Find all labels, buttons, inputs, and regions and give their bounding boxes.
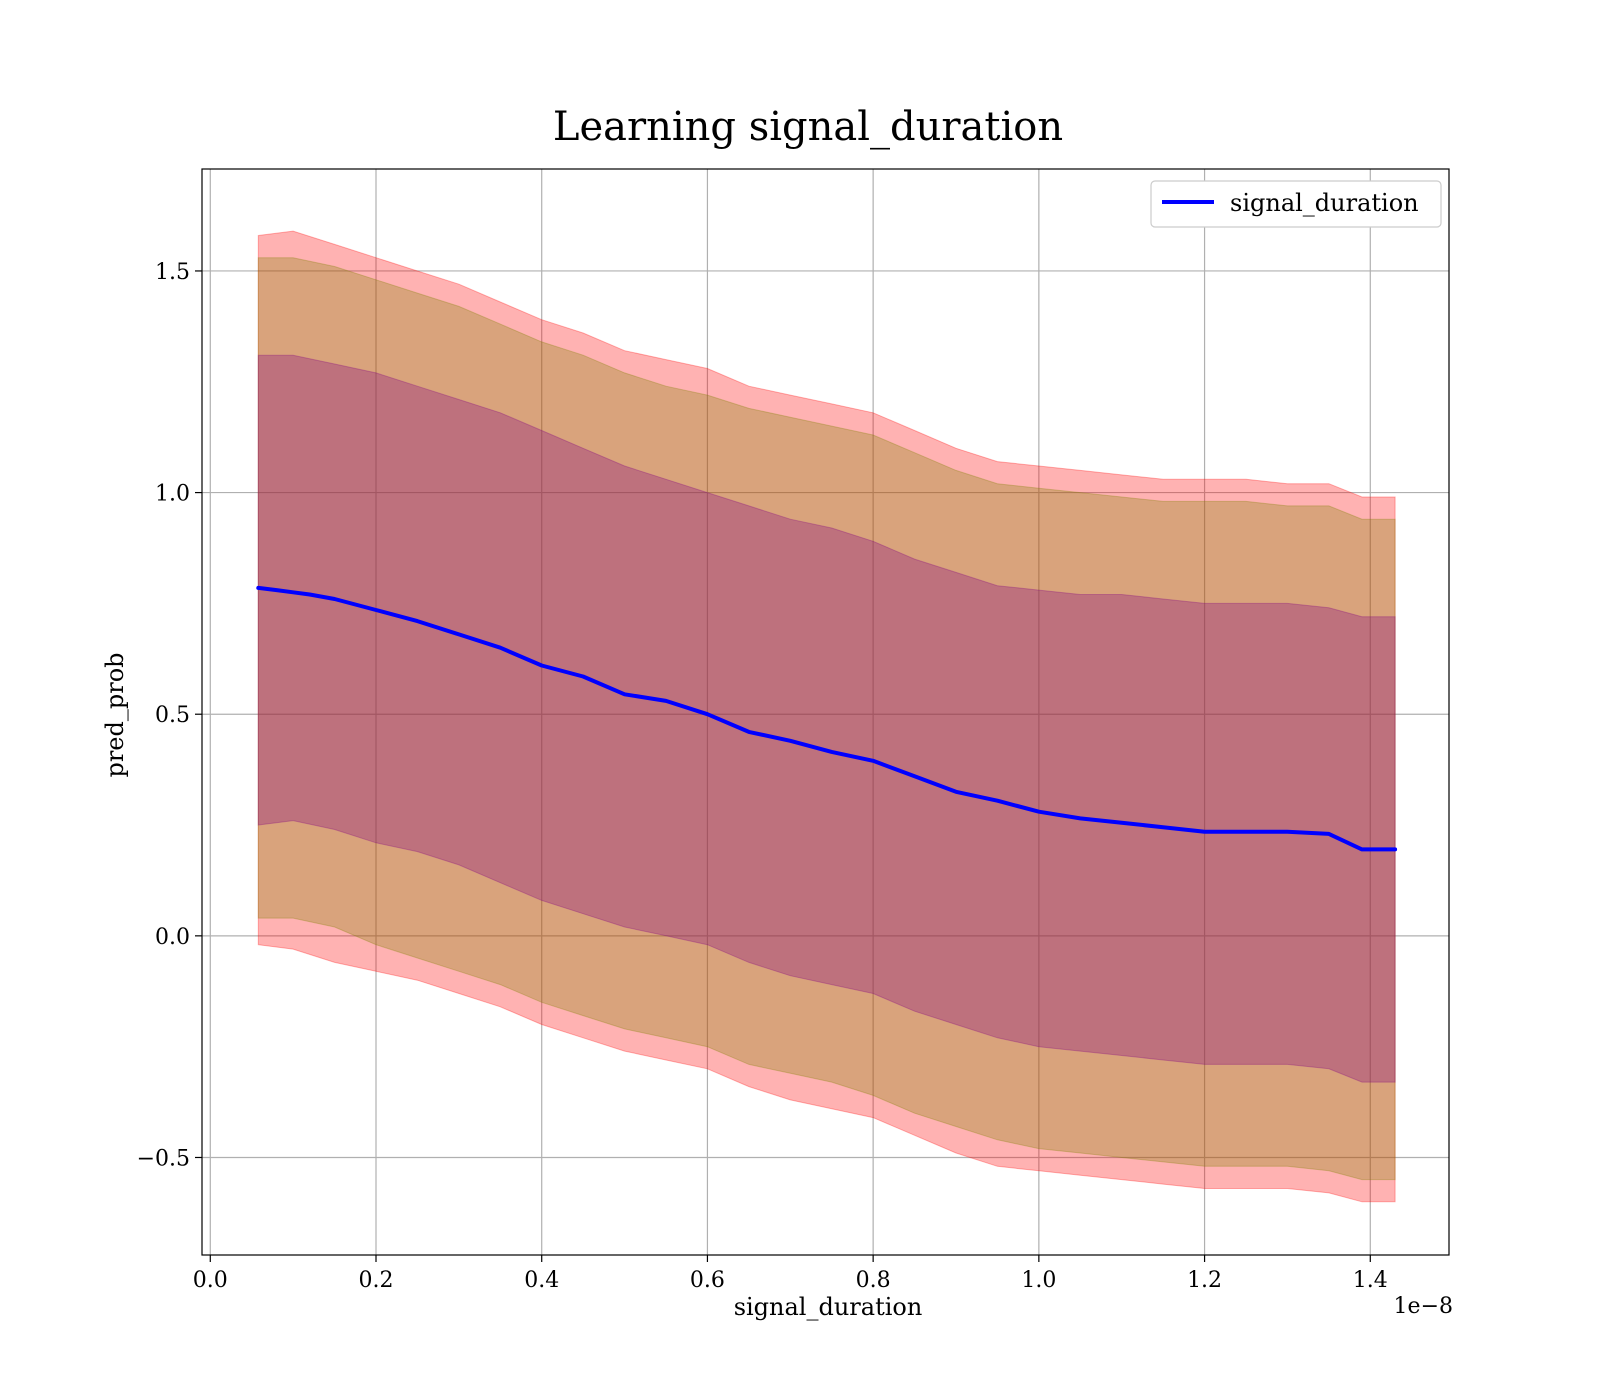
y-tick-label: 1.0	[155, 482, 190, 507]
plot-background	[202, 169, 1449, 1255]
x-tick-label: 1.0	[1021, 1268, 1056, 1293]
y-tick-label: 0.0	[155, 925, 190, 950]
x-tick-label: 0.6	[690, 1268, 725, 1293]
chart-title: Learning signal_duration	[553, 104, 1063, 150]
x-tick-label: 0.2	[359, 1268, 394, 1293]
grid-layer	[202, 169, 1449, 1255]
legend-label: signal_duration	[1230, 189, 1419, 217]
legend: signal_duration	[1150, 180, 1442, 228]
x-tick-label: 0.4	[524, 1268, 559, 1293]
x-tick-label: 1.4	[1353, 1268, 1388, 1293]
x-tick-label: 1.2	[1187, 1268, 1222, 1293]
axis-ticks: 0.0 0.2 0.4 0.6 0.8 1.0 1.2 1.4 −0.5 0.0 0.5 1.0 1.5	[137, 260, 1388, 1293]
x-tick-label: 0.0	[193, 1268, 228, 1293]
series-lines	[256, 585, 1398, 852]
confidence-band-3	[257, 354, 1396, 1083]
x-tick-label: 0.8	[856, 1268, 891, 1293]
confidence-bands	[257, 230, 1396, 1203]
legend-box	[1150, 180, 1442, 228]
series-line-1	[256, 585, 1398, 852]
x-axis-offset-label: 1e−8	[1394, 1294, 1453, 1319]
x-axis-label: signal_duration	[734, 1293, 923, 1321]
plot-frame	[201, 168, 1450, 1256]
confidence-band-2	[257, 257, 1396, 1181]
y-axis-label: pred_prob	[101, 652, 129, 777]
y-tick-label: 1.5	[155, 260, 190, 285]
confidence-band-1	[257, 230, 1396, 1203]
y-tick-label: −0.5	[137, 1146, 190, 1171]
y-tick-label: 0.5	[155, 703, 190, 728]
plot-area: 0.0 0.2 0.4 0.6 0.8 1.0 1.2 1.4 −0.5 0.0 0.5 1.0 1.5	[137, 168, 1450, 1293]
